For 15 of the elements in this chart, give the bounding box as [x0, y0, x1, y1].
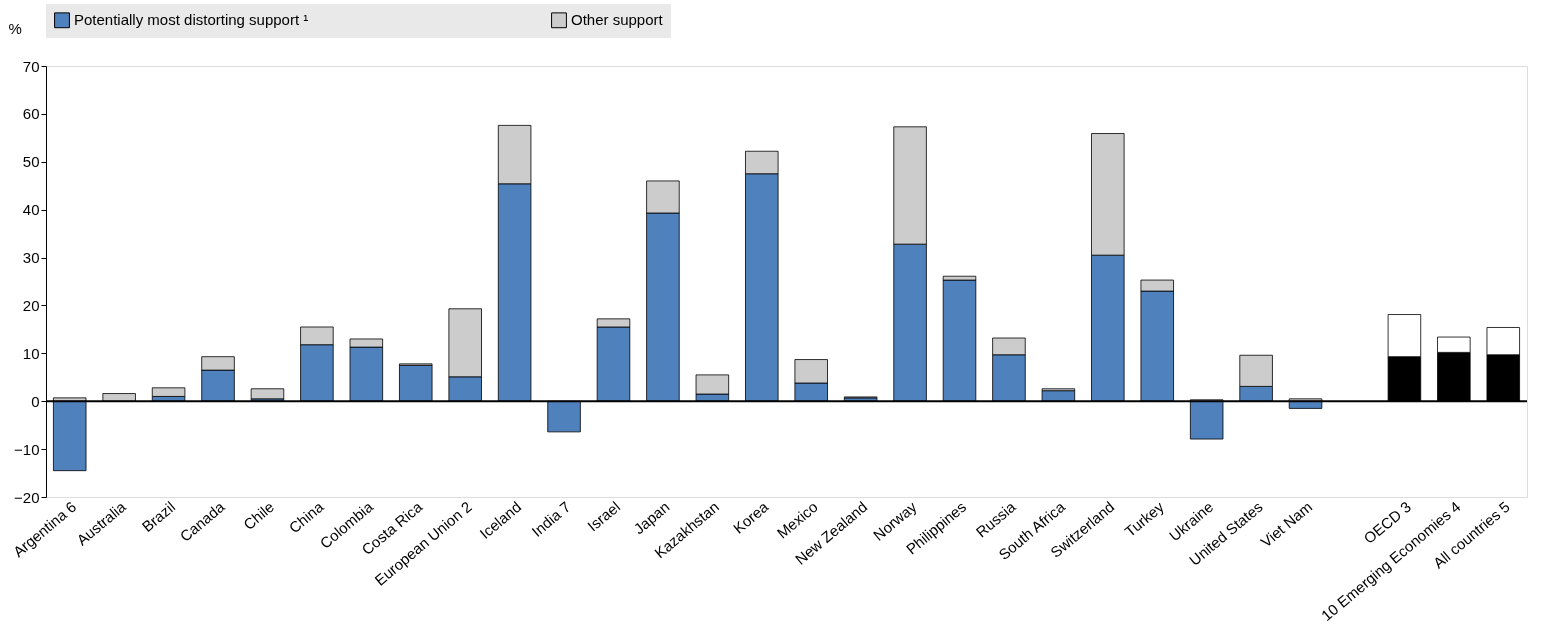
x-tick-label: India 7 — [528, 497, 574, 540]
y-tick-label: 40 — [22, 201, 40, 219]
x-tick-label: Chile — [239, 497, 278, 533]
y-tick-label: 30 — [22, 249, 40, 267]
y-tick-label: 20 — [22, 296, 40, 314]
legend-label: Potentially most distorting support ¹ — [74, 11, 309, 29]
y-tick-label: 70 — [22, 57, 40, 75]
y-tick-label: 50 — [22, 153, 40, 171]
y-tick-label: 60 — [22, 105, 40, 123]
y-tick-label: 10 — [22, 344, 40, 362]
y-tick-label: 0 — [31, 392, 40, 410]
y-tick-label: −10 — [14, 440, 40, 458]
y-axis-title: % — [8, 19, 22, 37]
legend-label: Other support — [571, 11, 664, 29]
y-tick-label: −20 — [14, 488, 40, 506]
